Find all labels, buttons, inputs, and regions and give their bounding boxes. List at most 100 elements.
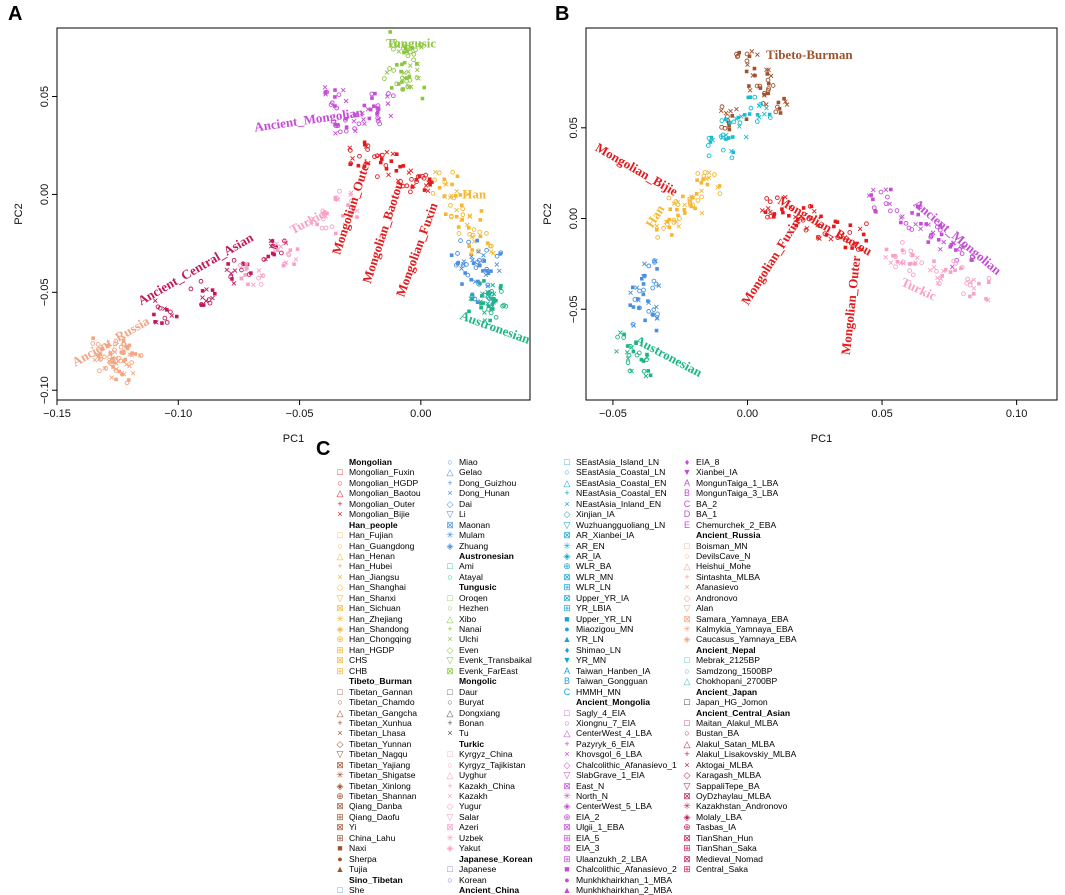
legend-entry-label: Chokhopani_2700BP xyxy=(696,676,778,687)
data-point xyxy=(645,352,649,357)
data-point xyxy=(654,223,660,229)
legend-marker-icon: ◇ xyxy=(683,770,691,781)
data-point xyxy=(737,120,743,126)
data-point xyxy=(484,247,489,253)
data-point xyxy=(455,174,460,179)
legend-entry: × Afanasievo xyxy=(680,582,797,592)
data-point xyxy=(467,309,471,314)
legend-marker-icon: ⊠ xyxy=(336,655,344,666)
data-point xyxy=(111,365,115,369)
legend-marker-icon: ○ xyxy=(447,603,453,614)
data-point xyxy=(498,250,504,256)
legend-entry-label: Tibetan_Shigatse xyxy=(349,770,416,781)
data-point xyxy=(756,114,762,120)
data-point xyxy=(668,207,672,211)
legend-entry: × Dong_Hunan xyxy=(443,488,533,498)
data-point xyxy=(948,270,953,274)
data-point xyxy=(646,309,652,314)
data-point xyxy=(417,174,422,178)
data-point xyxy=(281,263,286,268)
data-point xyxy=(761,93,767,98)
data-point xyxy=(954,257,959,263)
legend-entry: × Han_Jiangsu xyxy=(333,572,421,582)
data-point xyxy=(336,92,342,98)
legend-marker-icon: ▽ xyxy=(446,811,454,822)
legend-marker-icon: □ xyxy=(564,457,570,467)
data-point xyxy=(127,363,132,369)
data-point xyxy=(757,83,763,89)
data-point xyxy=(402,43,408,49)
data-point xyxy=(443,212,448,216)
data-point xyxy=(237,262,243,268)
data-point xyxy=(817,236,822,241)
data-point xyxy=(747,112,752,116)
data-point xyxy=(389,86,394,90)
data-point xyxy=(800,217,806,223)
data-point xyxy=(470,232,476,238)
x-tick-label: 0.00 xyxy=(737,408,758,420)
data-point xyxy=(667,225,672,230)
data-point xyxy=(482,310,487,315)
legend-entry: ✳ North_N xyxy=(560,791,677,801)
data-point xyxy=(634,340,638,345)
legend-marker-icon: + xyxy=(337,498,343,509)
legend-marker-icon: C xyxy=(563,686,571,697)
legend-header-text: Ancient_Nepal xyxy=(696,644,756,655)
data-point xyxy=(152,298,158,303)
data-point xyxy=(687,198,693,204)
legend-marker-icon: ⊞ xyxy=(336,644,344,655)
data-point xyxy=(375,103,381,108)
data-point xyxy=(794,223,799,228)
data-point xyxy=(694,191,699,196)
legend-marker-icon: ○ xyxy=(684,550,690,561)
legend-entry: ⊠ Maonan xyxy=(443,520,533,530)
data-point xyxy=(734,106,739,112)
data-point xyxy=(755,112,760,117)
legend-marker-icon: ○ xyxy=(684,728,690,739)
legend-entry-label: East_N xyxy=(576,780,605,791)
data-point xyxy=(857,226,863,232)
data-point xyxy=(754,83,760,89)
legend-marker-icon: ⊠ xyxy=(563,592,571,603)
legend-entry: ⊠ Tibetan_Yajiang xyxy=(333,760,421,770)
legend-entry-label: Han_Henan xyxy=(349,550,395,561)
data-point xyxy=(433,169,438,175)
data-point xyxy=(411,51,417,57)
legend-marker-icon: □ xyxy=(684,697,690,708)
data-point xyxy=(224,267,230,273)
data-point xyxy=(883,201,889,206)
data-point xyxy=(745,62,750,68)
legend-entry: D BA_1 xyxy=(680,509,797,519)
legend-group-header: Mongolic xyxy=(443,676,533,686)
data-point xyxy=(641,368,647,374)
data-point xyxy=(914,255,920,261)
legend-group-header: Sino_Tibetan xyxy=(333,875,421,885)
data-point xyxy=(333,95,337,99)
data-point xyxy=(894,208,900,213)
legend-entry: □ Oroqen xyxy=(443,593,533,603)
data-point xyxy=(490,250,496,256)
legend-entry-label: Xinjian_IA xyxy=(576,509,615,520)
data-point xyxy=(165,308,169,312)
legend-entry-label: Kazakh_China xyxy=(459,780,515,791)
legend-entry: ◈ Yakut xyxy=(443,843,533,853)
legend-entry: × NEastAsia_Inland_EN xyxy=(560,499,677,509)
data-point xyxy=(772,214,776,219)
data-point xyxy=(625,360,631,366)
group-label: Tungusic xyxy=(386,36,436,51)
legend-marker-icon: △ xyxy=(446,707,454,718)
data-point xyxy=(458,238,463,243)
legend-entry-label: CenterWest_5_LBA xyxy=(576,801,652,812)
data-point xyxy=(900,240,905,245)
legend-entry: ◈ CenterWest_5_LBA xyxy=(560,801,677,811)
legend-entry: ▽ Tibetan_Nagqu xyxy=(333,749,421,759)
data-point xyxy=(705,143,711,148)
data-point xyxy=(369,91,375,97)
data-point xyxy=(319,225,325,231)
data-point xyxy=(295,247,300,251)
legend-entry: ⊞ TianShan_Saka xyxy=(680,843,797,853)
legend-entry: □ Han_Fujian xyxy=(333,530,421,540)
data-point xyxy=(455,251,460,256)
data-point xyxy=(124,362,129,367)
data-point xyxy=(460,282,464,286)
